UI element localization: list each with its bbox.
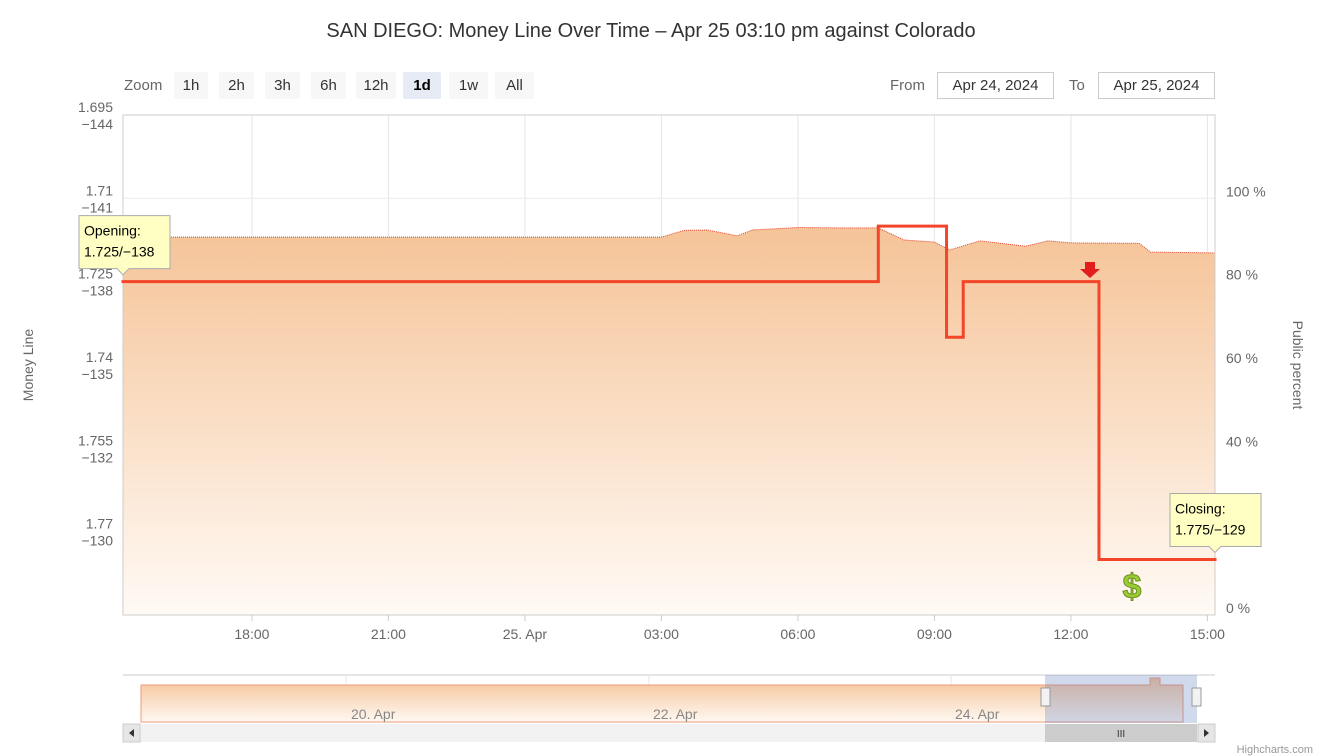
y-tick-decimal: 1.755 bbox=[78, 432, 113, 448]
tooltip-title: Closing: bbox=[1175, 500, 1226, 516]
tooltip-box bbox=[1169, 492, 1262, 554]
scrollbar-thumb[interactable] bbox=[1045, 724, 1197, 742]
scrollbar-arrow bbox=[129, 729, 134, 737]
y2-tick-label: 40 % bbox=[1226, 433, 1258, 449]
zoom-button[interactable]: All bbox=[495, 72, 534, 99]
plot-border bbox=[122, 114, 1216, 616]
zoom-button[interactable]: 1h bbox=[174, 72, 208, 99]
drop-arrow bbox=[1080, 262, 1100, 278]
navigator-handle[interactable] bbox=[1040, 687, 1051, 707]
zoom-button[interactable]: 1w bbox=[449, 72, 488, 99]
navigator-label: 20. Apr bbox=[351, 706, 396, 722]
y-tick-label: 1.74 −135 bbox=[81, 349, 113, 382]
x-tick-label: 12:00 bbox=[1053, 626, 1088, 642]
navigator-handle[interactable] bbox=[1191, 687, 1202, 707]
y2-axis-title: Public percent bbox=[1290, 321, 1306, 410]
y-tick-american: −138 bbox=[81, 283, 113, 299]
x-tick-label: 09:00 bbox=[917, 626, 952, 642]
tooltip-title: Opening: bbox=[84, 223, 141, 239]
chart-title: SAN DIEGO: Money Line Over Time – Apr 25… bbox=[326, 20, 975, 42]
scrollbar-arrow bbox=[1204, 729, 1209, 737]
to-label: To bbox=[1069, 77, 1085, 94]
area-fill bbox=[123, 227, 1215, 615]
navigator: III bbox=[122, 674, 1216, 743]
zoom-button[interactable]: 2h bbox=[219, 72, 254, 99]
x-tick-label: 06:00 bbox=[780, 626, 815, 642]
y-tick-decimal: 1.74 bbox=[86, 349, 113, 365]
y-axis-title: Money Line bbox=[20, 329, 36, 402]
navigator-mask[interactable] bbox=[1045, 675, 1197, 723]
x-tick-label: 15:00 bbox=[1190, 626, 1225, 642]
y-tick-american: −141 bbox=[81, 199, 113, 215]
from-input[interactable]: Apr 24, 2024 bbox=[937, 72, 1054, 99]
y-tick-american: −132 bbox=[81, 449, 113, 465]
y-tick-decimal: 1.695 bbox=[78, 99, 113, 115]
zoom-button[interactable]: 12h bbox=[356, 72, 396, 99]
to-input[interactable]: Apr 25, 2024 bbox=[1098, 72, 1215, 99]
navigator-label: 24. Apr bbox=[955, 706, 1000, 722]
dollar-icon: $ bbox=[1123, 568, 1142, 606]
y-tick-american: −130 bbox=[81, 533, 113, 549]
y-tick-decimal: 1.77 bbox=[86, 516, 113, 532]
x-tick-label: 25. Apr bbox=[503, 626, 548, 642]
y-tick-american: −144 bbox=[81, 116, 113, 132]
x-tick-label: 03:00 bbox=[644, 626, 679, 642]
y2-tick-label: 60 % bbox=[1226, 350, 1258, 366]
zoom-button[interactable]: 6h bbox=[311, 72, 346, 99]
y-tick-decimal: 1.725 bbox=[78, 266, 113, 282]
y-tick-american: −135 bbox=[81, 366, 113, 382]
from-label: From bbox=[890, 77, 925, 94]
tooltip-box bbox=[78, 215, 171, 276]
y-tick-label: 1.755 −132 bbox=[78, 432, 113, 465]
plot-area bbox=[123, 114, 1216, 616]
y-tick-label: 1.77 −130 bbox=[81, 516, 113, 549]
credits[interactable]: Highcharts.com bbox=[1237, 744, 1313, 756]
navigator-label: 22. Apr bbox=[653, 706, 698, 722]
y-tick-label: 1.695 −144 bbox=[78, 99, 113, 132]
navigator-area bbox=[140, 677, 1184, 723]
y-tick-decimal: 1.71 bbox=[86, 182, 113, 198]
x-tick-label: 21:00 bbox=[371, 626, 406, 642]
y-tick-label: 1.725 −138 bbox=[78, 266, 113, 299]
zoom-label: Zoom bbox=[124, 77, 163, 94]
y2-tick-label: 0 % bbox=[1226, 600, 1250, 616]
y-tick-label: 1.71 −141 bbox=[81, 182, 113, 215]
zoom-button[interactable]: 3h bbox=[265, 72, 300, 99]
y2-tick-label: 100 % bbox=[1226, 183, 1266, 199]
scrollbar-grip: III bbox=[1117, 729, 1125, 740]
y2-tick-label: 80 % bbox=[1226, 267, 1258, 283]
tooltip-text: 1.775/−129 bbox=[1175, 521, 1246, 537]
tooltip-text: 1.725/−138 bbox=[84, 244, 155, 260]
x-tick-label: 18:00 bbox=[234, 626, 269, 642]
area-line bbox=[123, 226, 1216, 254]
scrollbar-track[interactable] bbox=[123, 724, 1215, 742]
zoom-button[interactable]: 1d bbox=[403, 72, 441, 99]
